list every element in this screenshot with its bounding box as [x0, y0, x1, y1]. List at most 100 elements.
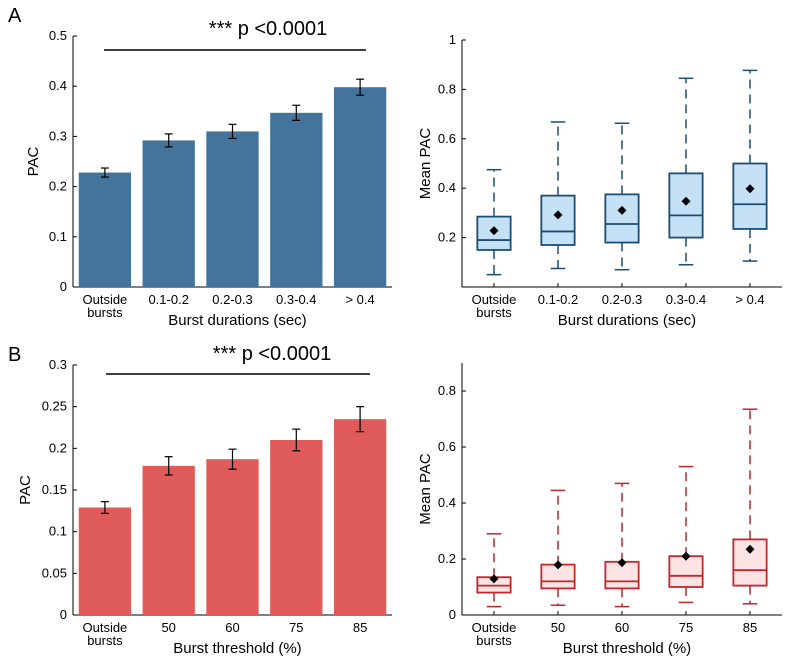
- x-tick-label-line: > 0.4: [735, 292, 764, 307]
- x-tick-label-line: 50: [551, 620, 565, 635]
- significance-label: *** p <0.0001: [213, 343, 331, 365]
- mean-marker: [553, 560, 563, 570]
- y-axis-title: PAC: [17, 475, 34, 505]
- bar: [142, 140, 195, 287]
- y-tick-label: 0.5: [49, 28, 67, 43]
- x-tick-label-line: Outside: [472, 620, 517, 635]
- x-tick-label-line: Outside: [472, 292, 517, 307]
- chart-b-box: 0 0.2 0.4 0.6 0.8 Outside bursts 50 60 75 85 Burst …: [417, 363, 782, 657]
- y-tick-label: 0.4: [49, 78, 67, 93]
- x-tick-label-line: 0.2-0.3: [212, 292, 252, 307]
- bar: [333, 87, 387, 287]
- y-tick-label: 0.3: [49, 128, 67, 143]
- x-axis-title: Burst threshold (%): [173, 640, 301, 657]
- x-tick-label-line: 0.2-0.3: [602, 292, 642, 307]
- x-tick-label: 0.1-0.2: [148, 292, 188, 307]
- x-tick-label: 0.2-0.3: [212, 292, 252, 307]
- x-tick-label-line: 75: [679, 620, 693, 635]
- box: [732, 162, 768, 230]
- y-tick-label: 0.3: [49, 357, 67, 372]
- y-axis-title: Mean PAC: [417, 128, 434, 200]
- mean-marker: [489, 574, 499, 584]
- x-tick-label-line: 85: [353, 620, 367, 635]
- y-tick-label: 0.8: [438, 81, 456, 96]
- y-tick-label: 0.2: [438, 230, 456, 245]
- y-tick-label: 0.2: [49, 440, 67, 455]
- bar: [206, 459, 259, 615]
- box: [540, 194, 576, 246]
- x-tick-label-line: Outside: [82, 292, 127, 307]
- y-tick-label: 0: [60, 607, 67, 622]
- x-tick-label-line: 0.3-0.4: [666, 292, 706, 307]
- x-tick-label: 85: [743, 620, 757, 635]
- x-tick-label-line: bursts: [87, 305, 123, 320]
- x-tick-label: Outside bursts: [472, 620, 517, 648]
- x-tick-label-line: > 0.4: [345, 292, 374, 307]
- x-tick-label-line: bursts: [87, 633, 123, 648]
- panel-label-b: B: [8, 344, 21, 366]
- x-tick-label-line: 0.3-0.4: [276, 292, 316, 307]
- y-axis-title: Mean PAC: [417, 453, 434, 525]
- y-axis-title: PAC: [25, 146, 42, 176]
- mean-marker: [681, 551, 691, 561]
- bar: [206, 131, 259, 287]
- bar: [270, 440, 323, 615]
- x-tick-label-line: bursts: [476, 305, 512, 320]
- mean-marker: [745, 544, 755, 554]
- mean-marker: [553, 210, 563, 220]
- y-tick-label: 0.6: [438, 131, 456, 146]
- bar: [270, 112, 323, 287]
- x-tick-label-line: bursts: [476, 633, 512, 648]
- mean-marker: [617, 205, 627, 215]
- x-tick-label-line: 60: [615, 620, 629, 635]
- y-tick-label: 0.4: [438, 180, 456, 195]
- bar: [142, 465, 195, 615]
- y-tick-label: 0: [449, 607, 456, 622]
- bar: [78, 507, 132, 615]
- x-tick-label: 0.2-0.3: [602, 292, 642, 307]
- x-tick-label: > 0.4: [345, 292, 374, 307]
- x-tick-label-line: 0.1-0.2: [538, 292, 578, 307]
- y-tick-label: 0.1: [49, 524, 67, 539]
- y-tick-label: 0.25: [42, 399, 67, 414]
- mean-marker: [681, 196, 691, 206]
- mean-marker: [617, 558, 627, 568]
- y-tick-label: 0.8: [438, 383, 456, 398]
- y-tick-label: 0: [60, 279, 67, 294]
- y-tick-label: 0.15: [42, 482, 67, 497]
- y-tick-label: 0.2: [49, 179, 67, 194]
- x-tick-label: Outside bursts: [82, 620, 127, 648]
- mean-marker: [489, 226, 499, 236]
- x-axis-title: Burst durations (sec): [168, 312, 306, 329]
- y-tick-label: 1: [449, 32, 456, 47]
- bar: [333, 419, 387, 615]
- x-tick-label: 75: [679, 620, 693, 635]
- x-tick-label: 50: [161, 620, 175, 635]
- x-tick-label: 60: [615, 620, 629, 635]
- box: [604, 193, 640, 244]
- x-tick-label: > 0.4: [735, 292, 764, 307]
- x-tick-label-line: 85: [743, 620, 757, 635]
- panel-label-a: A: [8, 5, 22, 27]
- x-tick-label: 60: [225, 620, 239, 635]
- y-tick-label: 0.2: [438, 551, 456, 566]
- chart-a-box: 0.2 0.4 0.6 0.8 1 Outside bursts 0.1-0.2 0.2-0.3…: [417, 32, 782, 329]
- bar: [78, 172, 132, 287]
- x-tick-label-line: 0.1-0.2: [148, 292, 188, 307]
- x-tick-label: 85: [353, 620, 367, 635]
- x-tick-label-line: 75: [289, 620, 303, 635]
- y-tick-label: 0.1: [49, 229, 67, 244]
- x-tick-label: 50: [551, 620, 565, 635]
- y-tick-label: 0.4: [438, 495, 456, 510]
- x-axis-title: Burst durations (sec): [558, 312, 696, 329]
- x-tick-label-line: 60: [225, 620, 239, 635]
- mean-marker: [745, 184, 755, 194]
- chart-a-bar: 0 0.1 0.2 0.3 0.4 0.5 Outside bursts 0.1-0.2 0.2-…: [25, 18, 392, 329]
- x-tick-label: Outside bursts: [472, 292, 517, 320]
- x-tick-label-line: Outside: [82, 620, 127, 635]
- x-tick-label: 0.1-0.2: [538, 292, 578, 307]
- y-tick-label: 0.6: [438, 439, 456, 454]
- x-tick-label: Outside bursts: [82, 292, 127, 320]
- box: [668, 555, 704, 588]
